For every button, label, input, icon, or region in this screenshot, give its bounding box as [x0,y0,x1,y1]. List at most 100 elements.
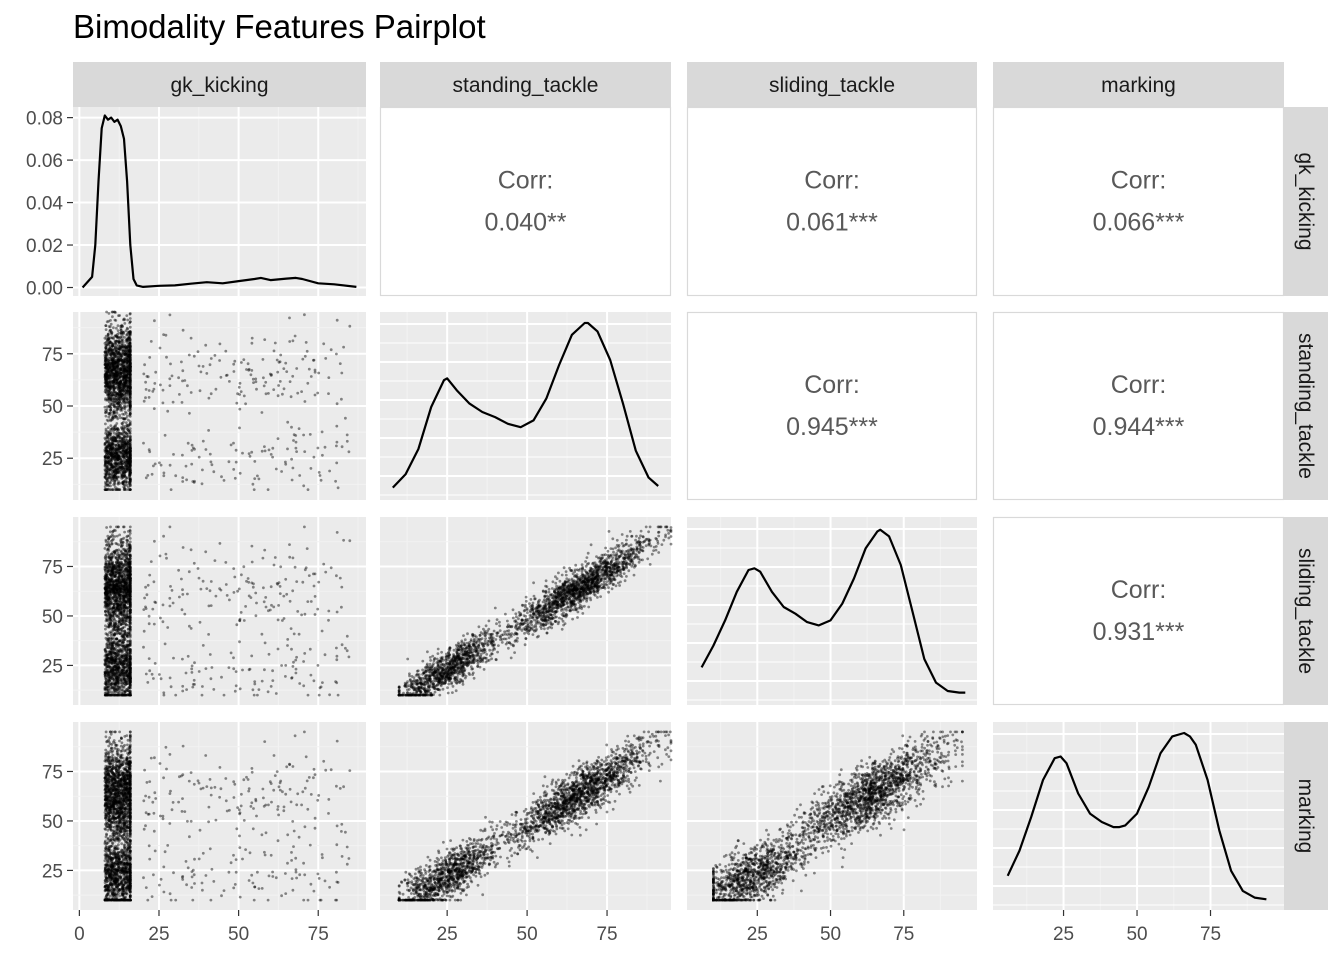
scatter-point [150,340,153,343]
scatter-point [112,628,115,631]
scatter-point [186,593,189,596]
scatter-point [129,537,132,540]
scatter-point [121,575,124,578]
scatter-point [313,585,316,588]
scatter-point [285,370,288,373]
scatter-point [170,488,173,491]
scatter-point [258,478,261,481]
scatter-point [210,461,213,464]
scatter-point [129,357,132,360]
scatter-point [120,452,123,455]
scatter-point [125,405,128,408]
scatter-point [236,590,239,593]
scatter-point [298,427,301,430]
scatter-point [284,675,287,678]
scatter-point [238,408,241,411]
scatter-point [129,526,132,529]
scatter-point [129,412,132,415]
scatter-point [254,378,257,381]
scatter-point [123,380,126,383]
panel-background [73,107,366,296]
scatter-point [270,453,273,456]
scatter-point [306,600,309,603]
scatter-point [105,367,108,370]
scatter-point [118,471,121,474]
scatter-point [142,608,145,611]
scatter-point [202,365,205,368]
scatter-point [124,449,127,452]
scatter-point [162,389,165,392]
scatter-point [114,550,117,553]
scatter-point [109,379,112,382]
scatter-point [117,435,120,438]
scatter-point [129,619,132,622]
scatter-point [327,619,330,622]
corr-label: Corr: [804,167,860,195]
scatter-point [105,391,108,394]
scatter-point [240,390,243,393]
scatter-point [233,591,236,594]
scatter-point [267,392,270,395]
scatter-point [111,315,114,318]
scatter-point [301,358,304,361]
scatter-point [294,659,297,662]
scatter-point [262,557,265,560]
scatter-point [125,432,128,435]
scatter-point [248,452,251,455]
scatter-point [104,555,107,558]
scatter-point [263,338,266,341]
scatter-point [316,608,319,611]
scatter-point [111,488,114,491]
scatter-point [193,481,196,484]
scatter-point [117,576,120,579]
corr-panel [994,108,1284,296]
scatter-point [292,339,295,342]
scatter-point [256,694,259,697]
scatter-point [114,378,117,381]
scatter-point [153,623,156,626]
scatter-point [261,450,264,453]
scatter-point [169,384,172,387]
scatter-point [271,447,274,450]
scatter-point [234,690,237,693]
scatter-point [172,657,175,660]
scatter-point [233,360,236,363]
scatter-point [121,335,124,338]
scatter-point [177,376,180,379]
scatter-point [121,413,124,416]
scatter-point [105,379,108,382]
scatter-point [104,463,107,466]
scatter-point [335,425,338,428]
scatter-point [240,361,243,364]
scatter-point [270,604,273,607]
corr-label: Corr: [498,167,554,195]
scatter-point [129,616,132,619]
scatter-point [314,613,317,616]
scatter-point [170,685,173,688]
scatter-point [232,656,235,659]
scatter-point [127,356,130,359]
scatter-point [115,396,118,399]
scatter-point [148,450,151,453]
scatter-point [240,611,243,614]
scatter-point [233,576,236,579]
scatter-point [234,477,237,480]
scatter-point [119,656,122,659]
scatter-point [243,619,246,622]
scatter-point [251,561,254,564]
scatter-point [128,334,131,337]
scatter-point [129,387,132,390]
scatter-point [142,442,145,445]
scatter-point [129,382,132,385]
scatter-point [218,587,221,590]
scatter-point [232,468,235,471]
scatter-point [191,665,194,668]
scatter-point [307,694,310,697]
scatter-point [300,614,303,617]
scatter-point [144,396,147,399]
scatter-point [209,653,212,656]
scatter-point [123,666,126,669]
scatter-point [105,324,108,327]
scatter-point [121,386,124,389]
scatter-point [107,560,110,563]
